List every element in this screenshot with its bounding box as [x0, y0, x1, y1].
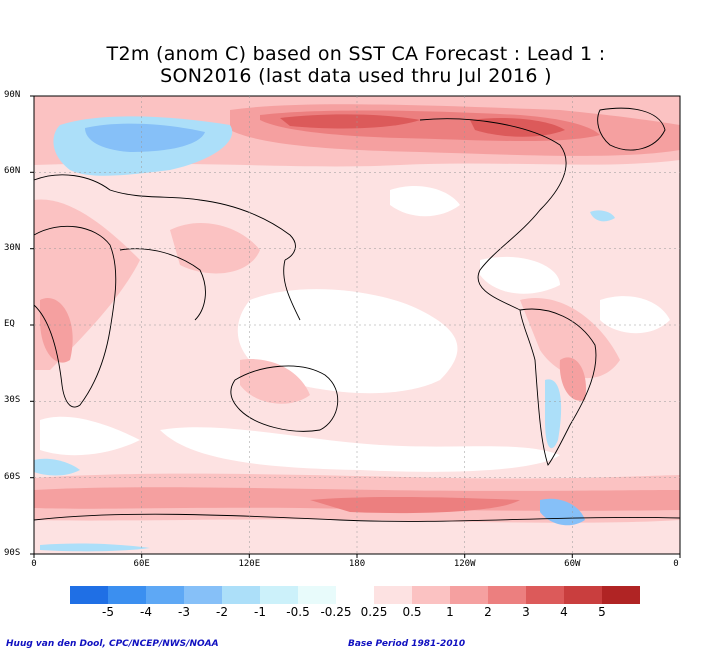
lat-label-60s: 60S — [4, 472, 21, 482]
legend-label: -0.5 — [286, 605, 310, 619]
legend-swatch — [564, 586, 602, 604]
legend-label: 4 — [560, 605, 568, 619]
lat-label-30n: 30N — [4, 243, 21, 253]
legend-label: 3 — [522, 605, 530, 619]
legend-label: -4 — [140, 605, 152, 619]
legend-label: -0.25 — [320, 605, 352, 619]
legend-swatch — [222, 586, 260, 604]
legend-swatch — [260, 586, 298, 604]
legend-label: 5 — [598, 605, 606, 619]
legend-swatch — [336, 586, 374, 604]
lon-label-0: 0 — [31, 559, 37, 569]
legend-swatch — [70, 586, 108, 604]
lon-label-60e: 60E — [133, 559, 150, 569]
lon-label-0-east: 0 — [673, 559, 679, 569]
base-period: Base Period 1981-2010 — [348, 639, 466, 649]
legend-swatch — [412, 586, 450, 604]
lon-label-60w: 60W — [564, 559, 581, 569]
legend-swatch — [184, 586, 222, 604]
lon-label-180: 180 — [348, 559, 366, 569]
legend-label: -5 — [102, 605, 114, 619]
map-grid — [30, 95, 681, 558]
legend-label: 2 — [484, 605, 492, 619]
legend-swatch — [108, 586, 146, 604]
legend-label: -3 — [178, 605, 190, 619]
legend-label: 0.5 — [402, 605, 422, 619]
color-legend — [70, 586, 640, 604]
legend-label: -2 — [216, 605, 228, 619]
lon-label-120w: 120W — [453, 559, 476, 569]
legend-swatch — [374, 586, 412, 604]
legend-swatch — [526, 586, 564, 604]
legend-swatch — [488, 586, 526, 604]
legend-swatch — [298, 586, 336, 604]
legend-swatch — [146, 586, 184, 604]
lat-label-90n: 90N — [4, 90, 21, 100]
lat-label-90s: 90S — [4, 548, 21, 558]
coastlines — [34, 107, 680, 522]
legend-label: 0.25 — [360, 605, 388, 619]
credit-author: Huug van den Dool, CPC/NCEP/NWS/NOAA — [6, 639, 219, 649]
legend-swatch — [602, 586, 640, 604]
map-title-line-1: T2m (anom C) based on SST CA Forecast : … — [106, 43, 606, 65]
lat-label-30s: 30S — [4, 395, 21, 405]
legend-swatch — [450, 586, 488, 604]
lat-label-eq: EQ — [4, 319, 15, 329]
map-title-line-2: SON2016 (last data used thru Jul 2016 ) — [160, 65, 552, 87]
lat-label-60n: 60N — [4, 166, 21, 176]
legend-label: 1 — [446, 605, 454, 619]
lon-label-120e: 120E — [238, 559, 261, 569]
legend-label: -1 — [254, 605, 266, 619]
